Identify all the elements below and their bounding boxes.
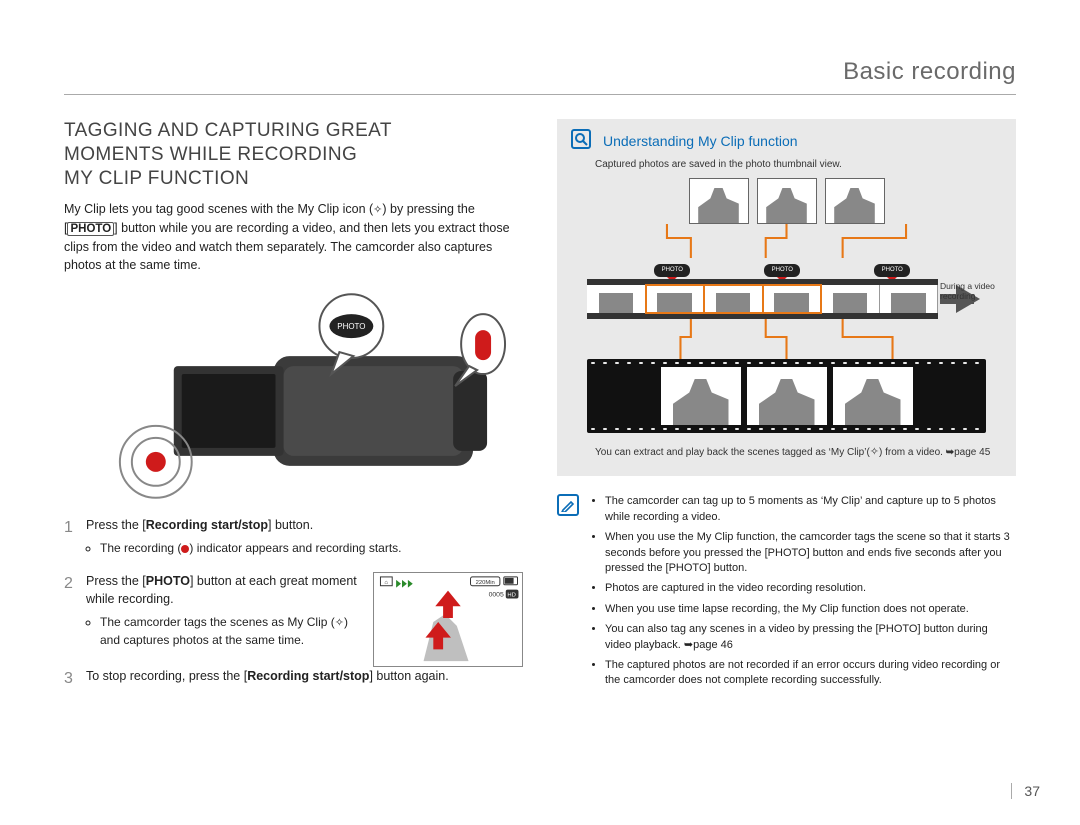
myclip-icon: ✧ — [335, 616, 344, 632]
caption-top: Captured photos are saved in the photo t… — [595, 159, 998, 170]
tip-item: Photos are captured in the video recordi… — [605, 581, 1016, 596]
section-title: TAGGING AND CAPTURING GREAT MOMENTS WHIL… — [64, 119, 523, 190]
page-number: 37 — [1011, 783, 1040, 799]
photo-button-row: PHOTO PHOTO PHOTO — [617, 264, 947, 277]
svg-text:220Min: 220Min — [476, 579, 495, 585]
photo-callout-label: PHOTO — [337, 322, 365, 331]
info-panel-title: Understanding My Clip function — [603, 133, 998, 149]
svg-text:⌂: ⌂ — [384, 579, 388, 585]
tip-item: You can also tag any scenes in a video b… — [605, 622, 1016, 653]
step-1: Press the [Recording start/stop] button.… — [64, 516, 523, 558]
film-frame — [661, 367, 741, 425]
svg-text:0005: 0005 — [489, 591, 504, 598]
tip-item: The camcorder can tag up to 5 moments as… — [605, 494, 1016, 525]
photo-button-icon: PHOTO — [654, 264, 690, 277]
film-frame — [833, 367, 913, 425]
page-header: Basic recording — [64, 58, 1016, 95]
tips-block: The camcorder can tag up to 5 moments as… — [557, 494, 1016, 693]
svg-text:HD: HD — [507, 592, 515, 598]
camcorder-illustration: PHOTO — [64, 286, 523, 506]
step-3: To stop recording, press the [Recording … — [64, 667, 523, 685]
step-2: ⌂ 220Min 0005 HD Pr — [64, 572, 523, 650]
tip-item: The captured photos are not recorded if … — [605, 658, 1016, 689]
connector-lines-top — [589, 224, 984, 258]
arrow-label: During a video recording — [940, 281, 996, 301]
tip-item: When you use time lapse recording, the M… — [605, 602, 1016, 617]
photo-thumb — [689, 178, 749, 224]
tip-item: When you use the My Clip function, the c… — [605, 530, 1016, 576]
right-column: Understanding My Clip function Captured … — [557, 119, 1016, 699]
connector-lines-bottom — [589, 319, 984, 359]
photo-thumb — [825, 178, 885, 224]
myclip-icon: ✧ — [870, 445, 879, 460]
left-column: TAGGING AND CAPTURING GREAT MOMENTS WHIL… — [64, 119, 523, 699]
info-panel: Understanding My Clip function Captured … — [557, 119, 1016, 476]
intro-paragraph: My Clip lets you tag good scenes with th… — [64, 200, 523, 274]
film-strip-large — [587, 359, 986, 433]
steps-list: Press the [Recording start/stop] button.… — [64, 516, 523, 685]
magnifier-icon — [571, 129, 591, 149]
film-frame — [747, 367, 827, 425]
myclip-icon: ✧ — [373, 203, 382, 219]
tips-list: The camcorder can tag up to 5 moments as… — [589, 494, 1016, 693]
lcd-preview: ⌂ 220Min 0005 HD — [373, 572, 523, 667]
note-icon — [557, 494, 579, 516]
photo-button-icon: PHOTO — [874, 264, 910, 277]
photo-button-icon: PHOTO — [764, 264, 800, 277]
step-1-bullet: The recording () indicator appears and r… — [100, 540, 523, 557]
photo-thumb — [757, 178, 817, 224]
thumbnail-row — [575, 178, 998, 224]
film-strip-small: During a video recording — [587, 279, 938, 319]
panel-bottom-note: You can extract and play back the scenes… — [595, 445, 992, 460]
